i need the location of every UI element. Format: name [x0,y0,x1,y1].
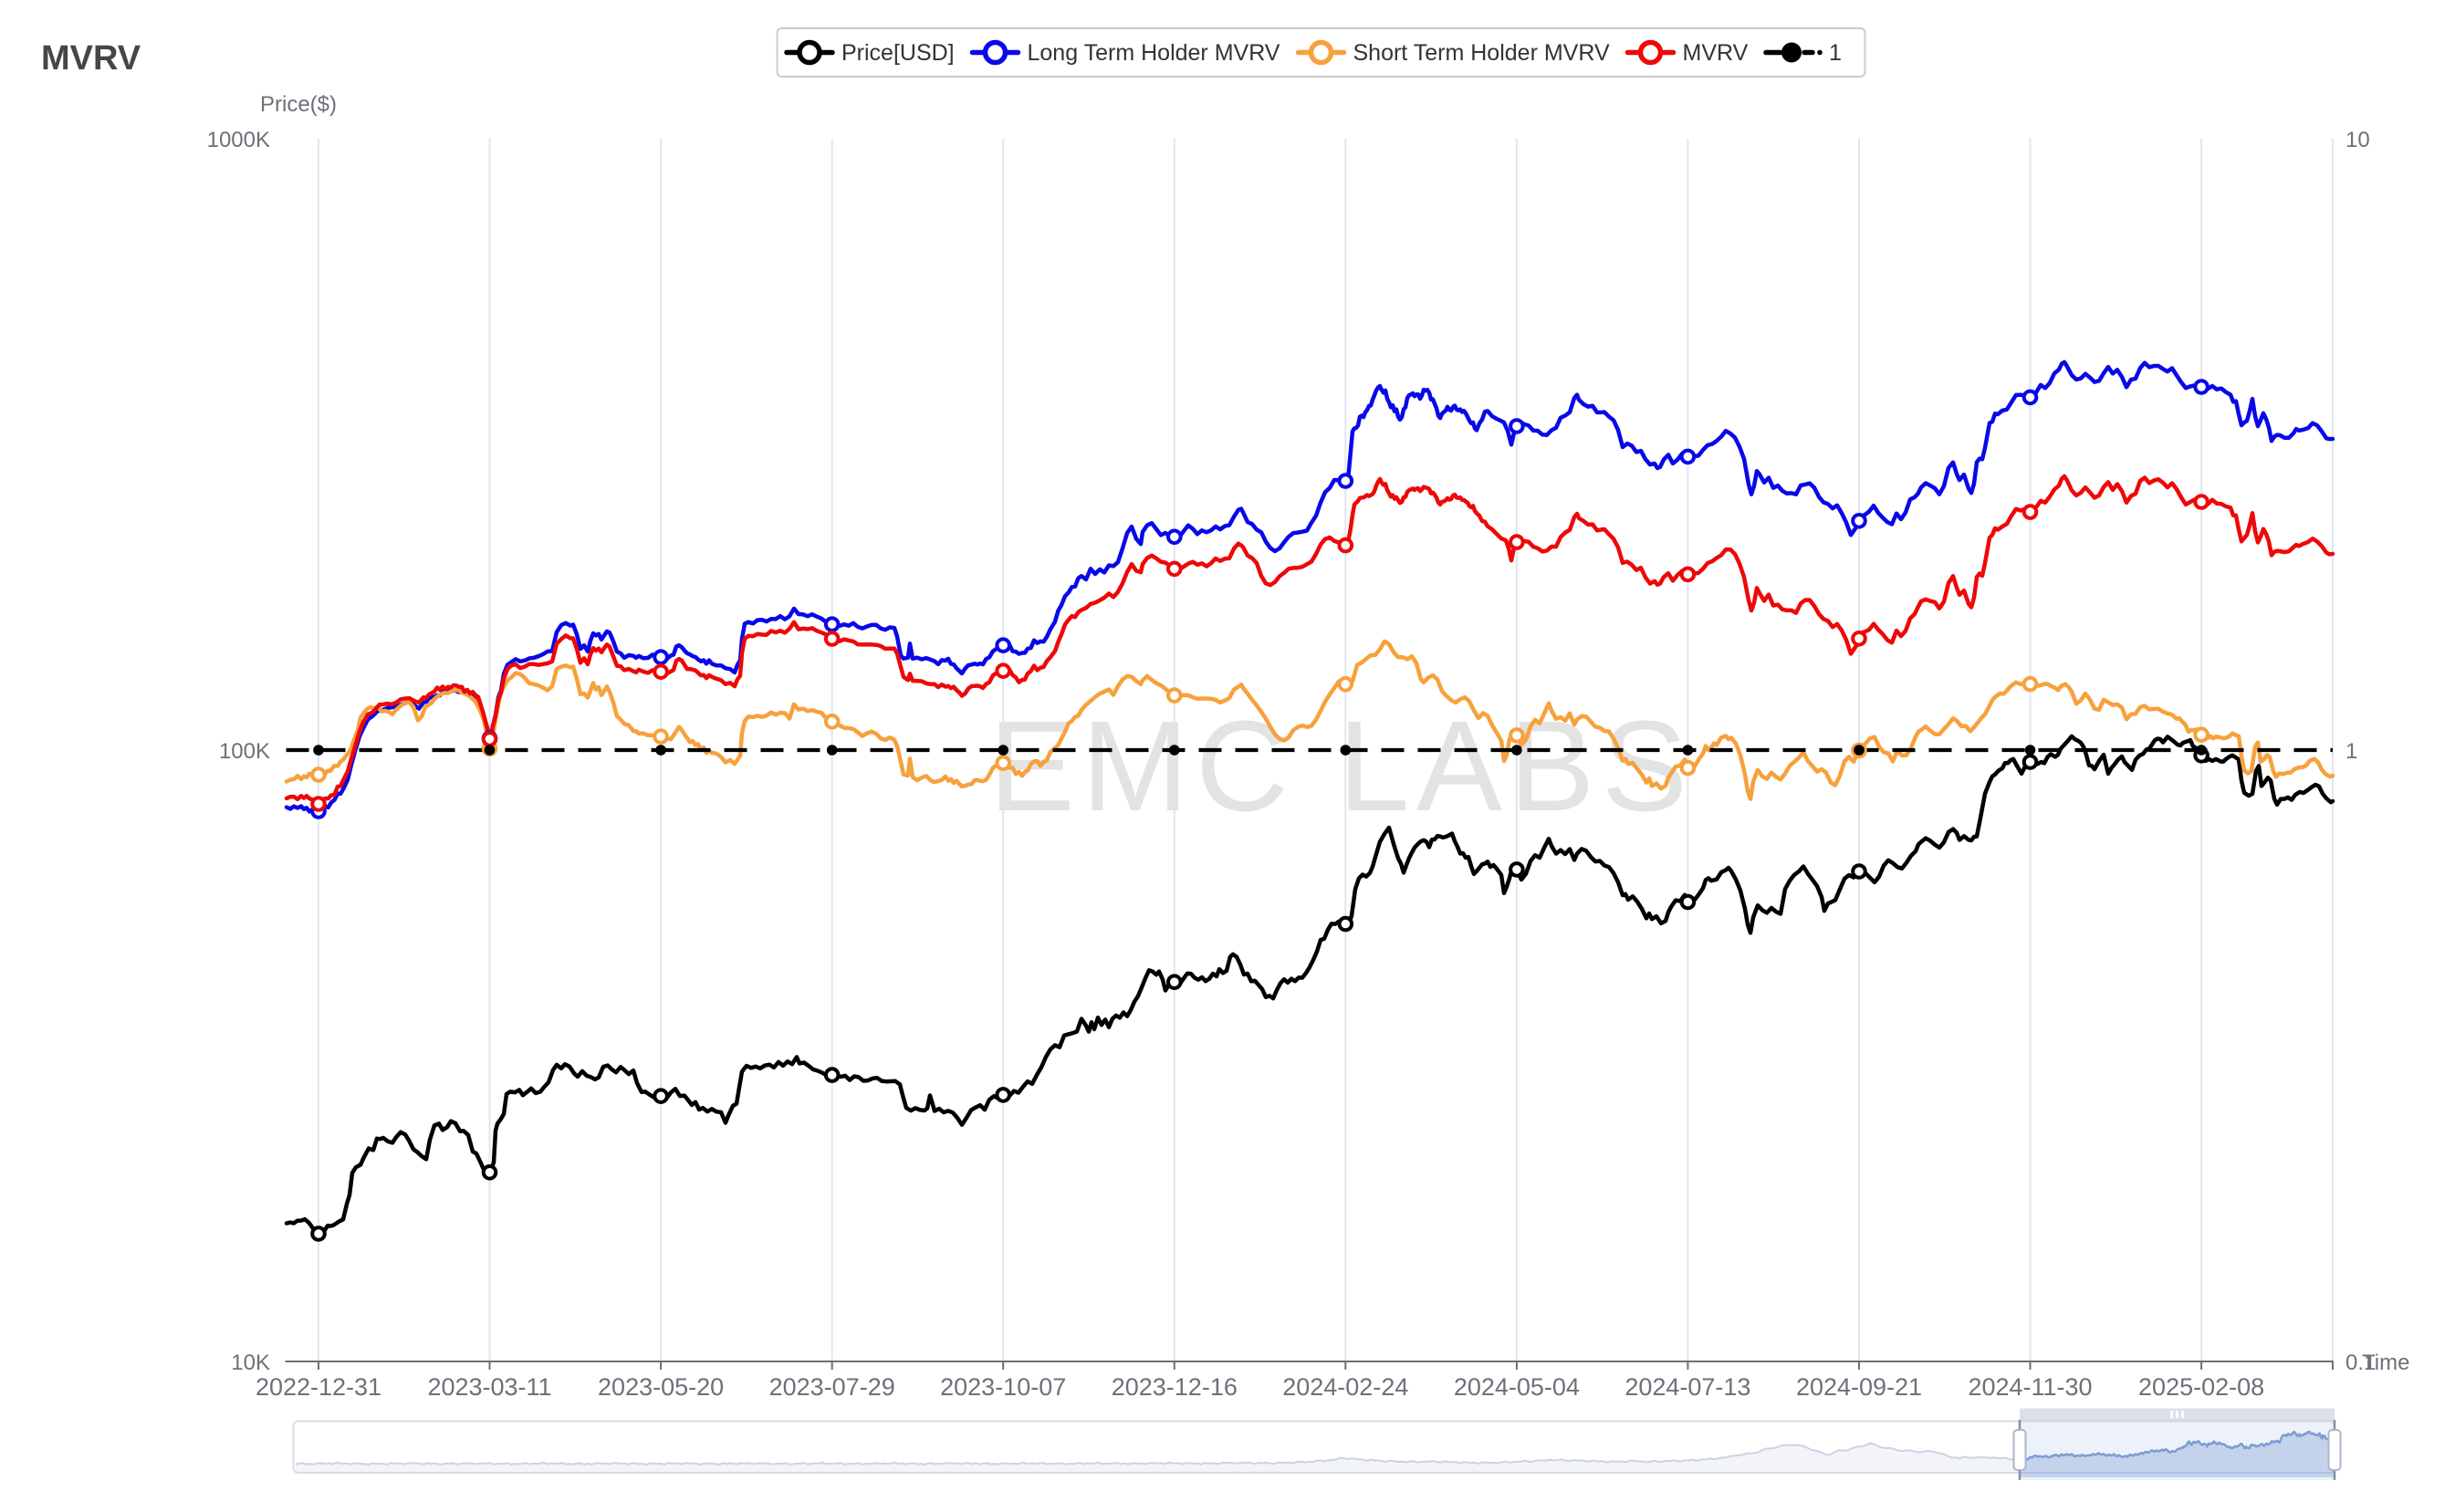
svg-text:MVRV: MVRV [1683,40,1749,66]
svg-text:Short Term Holder MVRV: Short Term Holder MVRV [1353,40,1610,66]
svg-text:Price[USD]: Price[USD] [841,40,955,66]
svg-text:2023-07-29: 2023-07-29 [769,1373,895,1401]
svg-text:2024-02-24: 2024-02-24 [1282,1373,1408,1401]
svg-text:2024-11-30: 2024-11-30 [1968,1373,2092,1401]
svg-text:2023-10-07: 2023-10-07 [940,1373,1066,1401]
svg-text:2024-07-13: 2024-07-13 [1624,1373,1750,1401]
svg-text:2023-05-20: 2023-05-20 [598,1373,724,1401]
svg-text:MVRV: MVRV [41,39,141,78]
svg-text:2024-05-04: 2024-05-04 [1454,1373,1580,1401]
svg-text:1000K: 1000K [207,128,270,152]
svg-text:Time: Time [2362,1350,2409,1375]
svg-text:Price($): Price($) [260,92,337,117]
svg-text:2025-02-08: 2025-02-08 [2138,1373,2264,1401]
svg-text:10K: 10K [231,1350,270,1375]
svg-text:2023-03-11: 2023-03-11 [427,1373,551,1401]
svg-text:2024-09-21: 2024-09-21 [1796,1373,1922,1401]
svg-text:10: 10 [2345,128,2370,152]
svg-text:1: 1 [1829,40,1842,66]
svg-text:2022-12-31: 2022-12-31 [256,1373,381,1401]
svg-text:Long Term Holder MVRV: Long Term Holder MVRV [1028,40,1280,66]
svg-text:EMC LABS: EMC LABS [988,693,1694,838]
svg-text:100K: 100K [219,739,270,764]
svg-text:1: 1 [2345,739,2357,764]
svg-text:2023-12-16: 2023-12-16 [1112,1373,1238,1401]
svg-text:0.1: 0.1 [2345,1350,2376,1375]
